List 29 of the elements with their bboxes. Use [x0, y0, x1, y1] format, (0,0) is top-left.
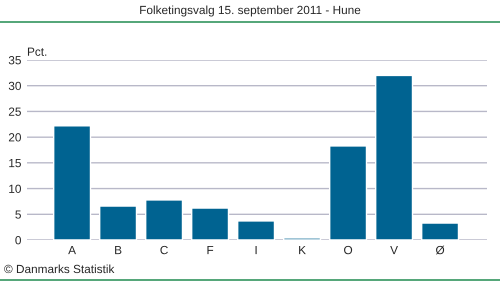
- bar: [328, 145, 368, 240]
- y-tick-label: 0: [15, 236, 21, 244]
- y-tick-label: 35: [8, 56, 21, 64]
- x-tick-label: F: [207, 246, 214, 254]
- bar: [144, 199, 184, 240]
- x-tick-label: I: [256, 246, 257, 254]
- bar: [374, 74, 414, 240]
- bar: [420, 222, 460, 240]
- bar: [98, 205, 138, 240]
- x-tick-label: V: [390, 246, 398, 254]
- x-tick-label: O: [344, 246, 352, 254]
- y-axis-title: Pct.: [28, 48, 46, 56]
- x-tick-label: Ø: [436, 246, 444, 254]
- x-tick-label: B: [115, 246, 122, 254]
- bar: [282, 237, 322, 240]
- y-tick-label: 15: [9, 159, 21, 168]
- y-tick-label: 20: [8, 133, 21, 142]
- x-tick-label: K: [299, 246, 306, 254]
- bar: [236, 220, 276, 240]
- bar: [52, 125, 92, 240]
- chart-title: Folketingsvalg 15. september 2011 - Hune: [140, 6, 360, 17]
- x-tick-label: A: [68, 246, 76, 254]
- y-tick-label: 10: [9, 184, 21, 193]
- x-tick-label: C: [160, 246, 168, 254]
- text: © Danmarks Statistik: [4, 264, 114, 274]
- y-tick-label: 5: [15, 210, 21, 219]
- y-tick-label: 25: [8, 107, 21, 116]
- bar: [190, 207, 230, 240]
- y-tick-label: 30: [8, 82, 21, 90]
